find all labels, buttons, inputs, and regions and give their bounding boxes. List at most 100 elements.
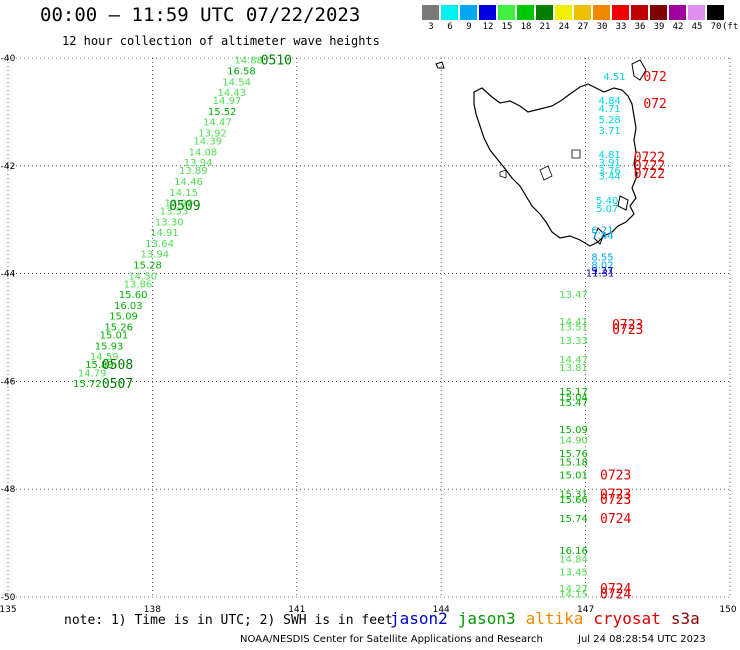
legend-swatch xyxy=(650,5,667,20)
pass-time-label: 0722 xyxy=(634,151,665,166)
x-tick-label: 147 xyxy=(577,605,594,615)
swh-value-jason3: 14.59 xyxy=(90,352,119,363)
legend-swatch xyxy=(631,5,648,20)
swh-value-jason3: 14.39 xyxy=(193,137,222,148)
x-tick-label: 138 xyxy=(144,605,161,615)
swh-value-jason3: 15.52 xyxy=(208,107,237,118)
swh-value-jason3: 15.76 xyxy=(559,449,588,460)
swh-value-jason3: 13.94 xyxy=(140,250,169,261)
generated-timestamp: Jul 24 08:28:54 UTC 2023 xyxy=(578,634,706,645)
legend-label: 39 xyxy=(653,22,665,32)
swh-value-jason3: 16.16 xyxy=(559,546,588,557)
swh-value-cryosat: 8.02 xyxy=(591,261,613,272)
pass-time-label: 0723 xyxy=(600,488,631,503)
pass-time-label: 0723 xyxy=(600,469,631,484)
swh-value-cryosat: 4.84 xyxy=(599,96,621,107)
legend-label: 27 xyxy=(577,22,589,32)
y-tick-label: -42 xyxy=(1,162,16,172)
swh-value-cryosat: 4.81 xyxy=(599,150,621,161)
grid-lines xyxy=(7,57,731,598)
legend-label: 9 xyxy=(466,22,472,32)
maria-island xyxy=(617,195,629,211)
swh-value-jason3: 15.60 xyxy=(119,290,148,301)
swh-value-jason3: 14.84 xyxy=(559,554,588,565)
swh-value-jason3: 15.04 xyxy=(559,393,588,404)
y-tick-label: -48 xyxy=(1,485,16,495)
swh-value-jason3: 15.93 xyxy=(95,341,124,352)
legend-swatch xyxy=(612,5,629,20)
swh-value-jason3: 13.45 xyxy=(559,568,588,579)
swh-value-jason3: 13.92 xyxy=(198,128,227,139)
swh-value-jason3: 15.28 xyxy=(133,261,162,272)
pass-time-label: 0722 xyxy=(634,159,665,174)
legend-label: 12 xyxy=(482,22,494,32)
pass-time-label: 0724 xyxy=(600,582,631,597)
x-tick-label: 135 xyxy=(0,605,17,615)
pass-time-label: 0723 xyxy=(612,323,643,338)
legend-label: 36 xyxy=(634,22,646,32)
legend-label: 18 xyxy=(520,22,532,32)
swh-value-jason3: 14.79 xyxy=(78,368,107,379)
legend-swatch xyxy=(517,5,534,20)
swh-value-cryosat: 3.71 xyxy=(599,126,621,137)
y-tick-label: -50 xyxy=(1,593,16,603)
swh-value-jason3: 14.47 xyxy=(559,355,588,366)
legend-swatch xyxy=(479,5,496,20)
pass-time-label: 0724 xyxy=(600,587,631,602)
y-tick-label: -44 xyxy=(1,270,16,280)
swh-value-jason3: 14.27 xyxy=(559,584,588,595)
legend-swatch xyxy=(422,5,439,20)
pass-time-label: 0508 xyxy=(102,358,133,373)
legend-swatch xyxy=(688,5,705,20)
tick-labels: 135 138 141 144 147 150 -40 -42 -44 -46 -48 -50 xyxy=(0,54,737,615)
swh-value-jason3: 15.74 xyxy=(559,514,588,525)
lake-shape xyxy=(539,165,553,181)
y-tick-label: -46 xyxy=(1,377,16,387)
swh-value-cryosat: 3.44 xyxy=(599,172,621,183)
legend-label: 70 xyxy=(710,22,722,32)
pass-time-label: 0722 xyxy=(634,167,665,182)
swh-value-jason3: 14.88 xyxy=(234,56,263,67)
swh-value-jason3: 14.47 xyxy=(203,118,232,129)
swh-value-jason3: 14.90 xyxy=(559,436,588,447)
x-tick-label: 150 xyxy=(719,605,736,615)
pass-time-label: 072 xyxy=(643,97,666,112)
swh-value-cryosat: 4.71 xyxy=(599,104,621,115)
swh-value-cryosat: 3.76 xyxy=(599,166,621,177)
swh-value-cryosat: 6.21 xyxy=(591,225,613,236)
lake-shape-2 xyxy=(571,149,581,159)
pass-time-label: 0723 xyxy=(612,318,643,333)
legend-label: 30 xyxy=(596,22,608,32)
legend-label: 6 xyxy=(447,22,453,32)
satellite-jason3: jason3 xyxy=(457,609,516,628)
swh-value-cryosat: 9.27 xyxy=(591,266,613,277)
swh-value-jason3: 15.09 xyxy=(109,312,138,323)
swh-value-cryosat: 5.40 xyxy=(596,196,618,207)
legend-swatch xyxy=(707,5,724,20)
pass-time-label: 0723 xyxy=(600,493,631,508)
swh-value-jason3: 13.89 xyxy=(179,166,208,177)
swh-value-cryosat: 3.91 xyxy=(599,158,621,169)
swh-value-jason3: 13.51 xyxy=(559,323,588,334)
legend-label: 33 xyxy=(615,22,627,32)
swh-value-cryosat: 11.31 xyxy=(586,269,615,280)
satellite-cryosat: cryosat xyxy=(593,609,661,628)
swh-value-jason3: 15.66 xyxy=(559,495,588,506)
data-marks: 14.8816.5814.5414.4314.9715.5214.4713.92… xyxy=(73,54,667,603)
swh-value-jason3: 16.58 xyxy=(227,66,256,77)
legend-unit: (ft) xyxy=(722,22,740,32)
swh-value-jason3: 13.53 xyxy=(160,207,189,218)
swh-value-jason3: 15.18 xyxy=(559,457,588,468)
swh-value-cryosat: 4.51 xyxy=(603,72,625,83)
chart-subtitle: 12 hour collection of altimeter wave hei… xyxy=(62,34,380,48)
swh-value-cryosat: 5.07 xyxy=(596,204,618,215)
credit-line: NOAA/NESDIS Center for Satellite Applica… xyxy=(240,634,543,645)
king-island-fragment xyxy=(435,61,445,69)
legend-label: 45 xyxy=(691,22,703,32)
swh-value-jason3: 14.08 xyxy=(189,147,218,158)
swh-value-jason3: 14.97 xyxy=(213,96,242,107)
swh-value-jason3: 13.99 xyxy=(165,199,194,210)
x-tick-label: 144 xyxy=(433,605,450,615)
swh-value-jason3: 14.15 xyxy=(169,188,198,199)
